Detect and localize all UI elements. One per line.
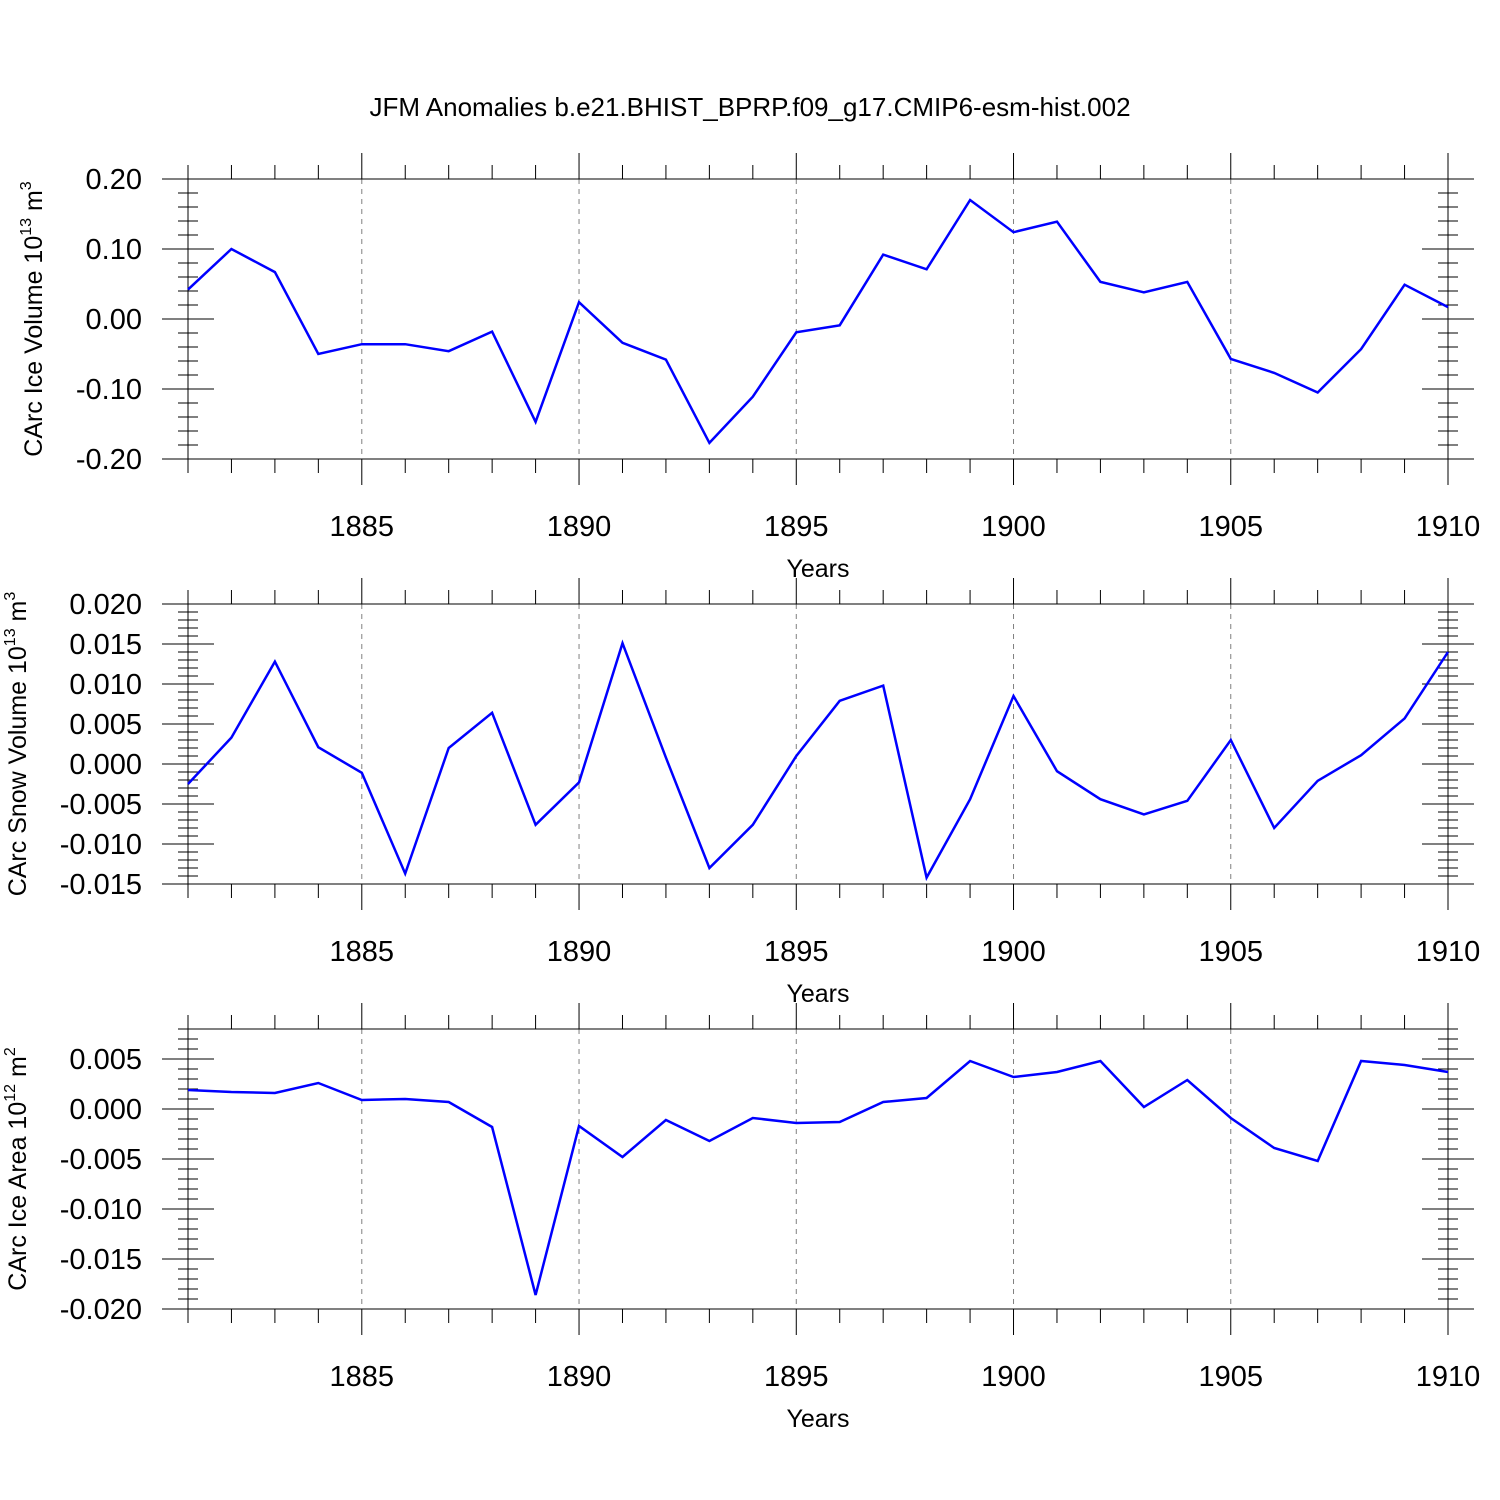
plot-frame [187, 178, 1449, 460]
y-axis-label-unit: m [4, 601, 32, 629]
y-tick-label: 0.015 [69, 629, 142, 661]
x-tick-label: 1895 [764, 511, 829, 543]
y-tick-label: 0.000 [69, 1094, 142, 1126]
x-tick-label: 1885 [330, 1361, 395, 1393]
x-tick-label: 1895 [764, 936, 829, 968]
panel-2: 0.020 0.015 0.010 0.005 0.000 -0.005 -0.010 -0.… [2, 578, 1480, 1008]
y-tick-label: -0.10 [76, 374, 142, 406]
y-tick-label: 0.000 [69, 749, 142, 781]
y-tick-label: -0.005 [60, 1144, 142, 1176]
x-tick-label: 1905 [1199, 936, 1264, 968]
y-axis-label: CArc Ice Area 1012 m2 [2, 1047, 32, 1291]
x-tick-label: 1910 [1416, 1361, 1481, 1393]
y-tick-label: 0.00 [86, 304, 142, 336]
y-tick-label: -0.005 [60, 789, 142, 821]
plot-frame [187, 603, 1449, 885]
x-tick-label: 1885 [330, 936, 395, 968]
x-tick-label: 1885 [330, 511, 395, 543]
panel-1: 0.20 0.10 0.00 -0.10 -0.20 1885 1890 1895 1900 19… [18, 153, 1480, 583]
x-tick-label: 1910 [1416, 936, 1481, 968]
x-tick-label: 1895 [764, 1361, 829, 1393]
x-tick-label: 1905 [1199, 1361, 1264, 1393]
y-axis-label-exponent: 12 [2, 1084, 19, 1102]
x-tick-label: 1890 [547, 936, 612, 968]
y-tick-label: 0.010 [69, 669, 142, 701]
x-axis-label: Years [786, 1405, 849, 1433]
series-line [187, 198, 1449, 446]
y-axis-label-unit-exponent: 3 [18, 181, 35, 190]
y-tick-label: -0.020 [60, 1294, 142, 1326]
x-tick-label: 1905 [1199, 511, 1264, 543]
y-axis-label-text: CArc Ice Area 10 [4, 1102, 32, 1291]
panels: 0.20 0.10 0.00 -0.10 -0.20 1885 1890 1895 1900 19… [2, 153, 1480, 1433]
plot-frame [187, 1028, 1449, 1310]
x-tick-label: 1900 [981, 936, 1046, 968]
y-tick-label: 0.020 [69, 589, 142, 621]
series-line [187, 1059, 1449, 1296]
y-axis-label-text: CArc Ice Volume 10 [20, 236, 48, 457]
x-axis-label: Years [786, 555, 849, 583]
panel-3: 0.005 0.000 -0.005 -0.010 -0.015 -0.020 1885 18… [2, 1003, 1480, 1433]
x-tick-label: 1890 [547, 511, 612, 543]
y-axis-label-unit-exponent: 3 [2, 592, 19, 601]
y-axis-label-unit: m [4, 1056, 32, 1084]
x-axis-label: Years [786, 980, 849, 1008]
y-axis-label-unit-exponent: 2 [2, 1047, 19, 1056]
y-axis-label: CArc Ice Volume 1013 m3 [18, 181, 48, 457]
y-tick-label: -0.20 [76, 444, 142, 476]
x-tick-label: 1910 [1416, 511, 1481, 543]
y-tick-label: 0.10 [86, 234, 142, 266]
y-axis-label-unit: m [20, 190, 48, 218]
y-tick-label: 0.005 [69, 709, 142, 741]
x-tick-label: 1890 [547, 1361, 612, 1393]
y-axis-label-text: CArc Snow Volume 10 [4, 646, 32, 896]
y-tick-label: 0.005 [69, 1044, 142, 1076]
y-tick-label: 0.20 [86, 164, 142, 196]
y-tick-label: -0.010 [60, 1194, 142, 1226]
x-tick-label: 1900 [981, 1361, 1046, 1393]
y-tick-label: -0.015 [60, 869, 142, 901]
x-tick-label: 1900 [981, 511, 1046, 543]
y-tick-label: -0.010 [60, 829, 142, 861]
figure-title: JFM Anomalies b.e21.BHIST_BPRP.f09_g17.C… [369, 92, 1130, 122]
y-axis-label: CArc Snow Volume 1013 m3 [2, 592, 32, 897]
y-axis-label-exponent: 13 [2, 628, 19, 646]
y-tick-label: -0.015 [60, 1244, 142, 1276]
y-axis-label-exponent: 13 [18, 218, 35, 236]
series-line [187, 639, 1450, 882]
